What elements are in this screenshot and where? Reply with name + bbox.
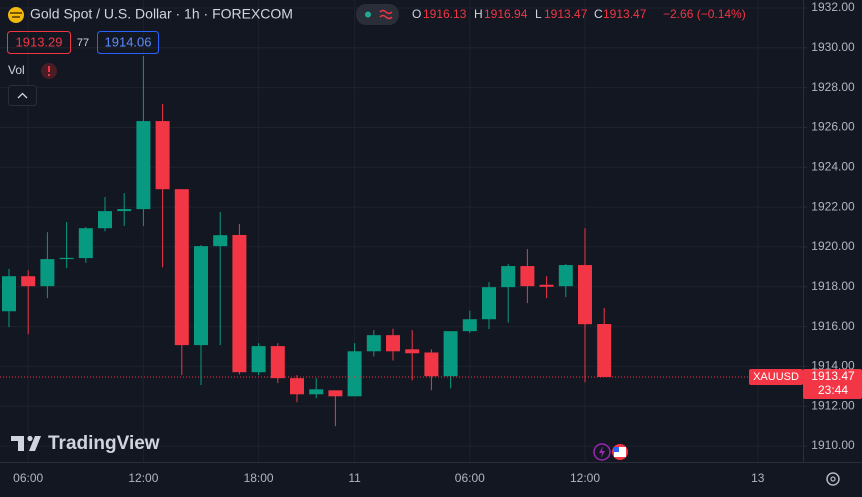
candle-body bbox=[117, 209, 132, 212]
x-tick-label: 06:00 bbox=[455, 471, 485, 485]
warning-mark bbox=[48, 74, 50, 76]
volume-label: Vol bbox=[8, 63, 25, 77]
change: −2.66 (−0.14%) bbox=[663, 7, 746, 21]
candle-body bbox=[270, 346, 285, 379]
lightning bbox=[599, 446, 605, 458]
ask-price: 1914.06 bbox=[105, 34, 152, 49]
ohlc-label: C bbox=[594, 7, 603, 21]
x-tick-label: 06:00 bbox=[13, 471, 43, 485]
y-tick-label: 1912.00 bbox=[811, 398, 855, 412]
ohlc-label: O bbox=[412, 7, 421, 21]
settings-button[interactable] bbox=[826, 472, 840, 486]
candle-body bbox=[251, 346, 266, 373]
candle-body bbox=[366, 335, 381, 352]
brand-logo bbox=[11, 436, 24, 451]
y-tick-label: 1930.00 bbox=[811, 40, 855, 54]
x-tick-label: 18:00 bbox=[244, 471, 274, 485]
candle-body bbox=[59, 257, 74, 260]
candle-body bbox=[405, 349, 420, 354]
spread: 77 bbox=[77, 37, 89, 49]
settings-gear-core bbox=[830, 476, 836, 482]
ohlc-value: 1913.47 bbox=[603, 7, 647, 21]
x-tick-label: 13 bbox=[751, 471, 765, 485]
ohlc-label: H bbox=[474, 7, 483, 21]
candle-body bbox=[194, 246, 208, 346]
ohlc-value: 1916.94 bbox=[484, 7, 528, 21]
candle-body bbox=[21, 276, 36, 287]
candle-body bbox=[2, 276, 16, 312]
symbol-tag-bg bbox=[749, 368, 803, 385]
candle-body bbox=[482, 287, 496, 320]
y-tick-label: 1928.00 bbox=[811, 80, 855, 94]
bar-countdown: 23:44 bbox=[818, 383, 848, 397]
candle-body bbox=[98, 211, 112, 229]
ohlc-value: 1916.13 bbox=[423, 7, 467, 21]
candle-body bbox=[213, 235, 228, 247]
candle-body bbox=[462, 319, 477, 332]
y-tick-label: 1914.00 bbox=[811, 359, 855, 373]
chevron-up bbox=[17, 92, 28, 99]
symbol-icon-bar bbox=[10, 12, 22, 14]
candle-body bbox=[386, 335, 400, 352]
ohlc-value: 1913.47 bbox=[544, 7, 588, 21]
candle-body bbox=[539, 284, 554, 287]
y-tick-label: 1922.00 bbox=[811, 199, 855, 213]
warning-mark bbox=[48, 66, 50, 72]
buy-button[interactable] bbox=[97, 31, 159, 54]
brand-name: TradingView bbox=[48, 433, 160, 454]
brand-logo-dot bbox=[27, 435, 33, 442]
x-tick-label: 11 bbox=[348, 471, 361, 485]
candle-body bbox=[328, 390, 343, 397]
x-tick-label: 12:00 bbox=[128, 471, 158, 485]
candle-body bbox=[40, 259, 55, 287]
last-price-bg bbox=[803, 368, 862, 399]
candle-body bbox=[309, 389, 324, 395]
candle-body bbox=[597, 323, 612, 377]
candle-body bbox=[174, 189, 189, 346]
grid bbox=[0, 0, 803, 462]
candle-body bbox=[78, 228, 93, 259]
candle-body bbox=[520, 266, 535, 287]
symbol-icon-bar bbox=[12, 16, 20, 18]
y-tick-label: 1918.00 bbox=[811, 279, 855, 293]
y-tick-label: 1916.00 bbox=[811, 319, 855, 333]
y-tick-label: 1920.00 bbox=[811, 239, 855, 253]
candle-body bbox=[501, 266, 516, 288]
status-pill[interactable] bbox=[356, 4, 399, 25]
candle-body bbox=[290, 378, 304, 395]
candle-body bbox=[578, 265, 592, 325]
symbol-tag: XAUUSD bbox=[753, 371, 799, 383]
y-tick-label: 1910.00 bbox=[811, 438, 855, 452]
flag bbox=[614, 447, 626, 457]
candle-body bbox=[136, 121, 151, 210]
candle-body bbox=[155, 121, 170, 190]
market-open-dot bbox=[365, 11, 371, 18]
candle-body bbox=[558, 265, 573, 287]
collapse-button[interactable] bbox=[8, 85, 37, 106]
brand-logo bbox=[29, 436, 41, 451]
candle-body bbox=[424, 352, 439, 377]
flag-canton bbox=[614, 447, 619, 452]
data-delay-icon bbox=[379, 9, 393, 20]
candles bbox=[2, 55, 612, 427]
candle-body bbox=[443, 331, 458, 377]
x-tick-label: 12:00 bbox=[570, 471, 600, 485]
y-tick-label: 1932.00 bbox=[811, 0, 855, 14]
y-tick-label: 1926.00 bbox=[811, 120, 855, 134]
ohlc-label: L bbox=[535, 7, 542, 21]
symbol-icon[interactable] bbox=[8, 7, 24, 23]
chart-title[interactable]: Gold Spot / U.S. Dollar · 1h · FOREXCOM bbox=[30, 6, 293, 22]
y-tick-label: 1924.00 bbox=[811, 159, 855, 173]
last-price-label: 1913.47 bbox=[811, 369, 855, 383]
candle-body bbox=[347, 351, 362, 397]
candle-body bbox=[232, 234, 247, 373]
sell-button[interactable] bbox=[7, 31, 71, 54]
bid-price: 1913.29 bbox=[16, 34, 63, 49]
